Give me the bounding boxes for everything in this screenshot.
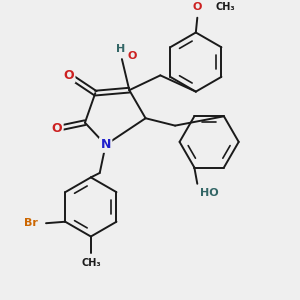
Text: O: O xyxy=(52,122,62,135)
Text: HO: HO xyxy=(200,188,218,198)
Text: H: H xyxy=(116,44,125,54)
Text: O: O xyxy=(63,69,74,82)
Text: O: O xyxy=(128,51,137,61)
Text: CH₃: CH₃ xyxy=(215,2,235,12)
Text: O: O xyxy=(193,2,202,12)
Text: Br: Br xyxy=(24,218,38,228)
Text: N: N xyxy=(100,138,111,152)
Text: CH₃: CH₃ xyxy=(81,258,101,268)
